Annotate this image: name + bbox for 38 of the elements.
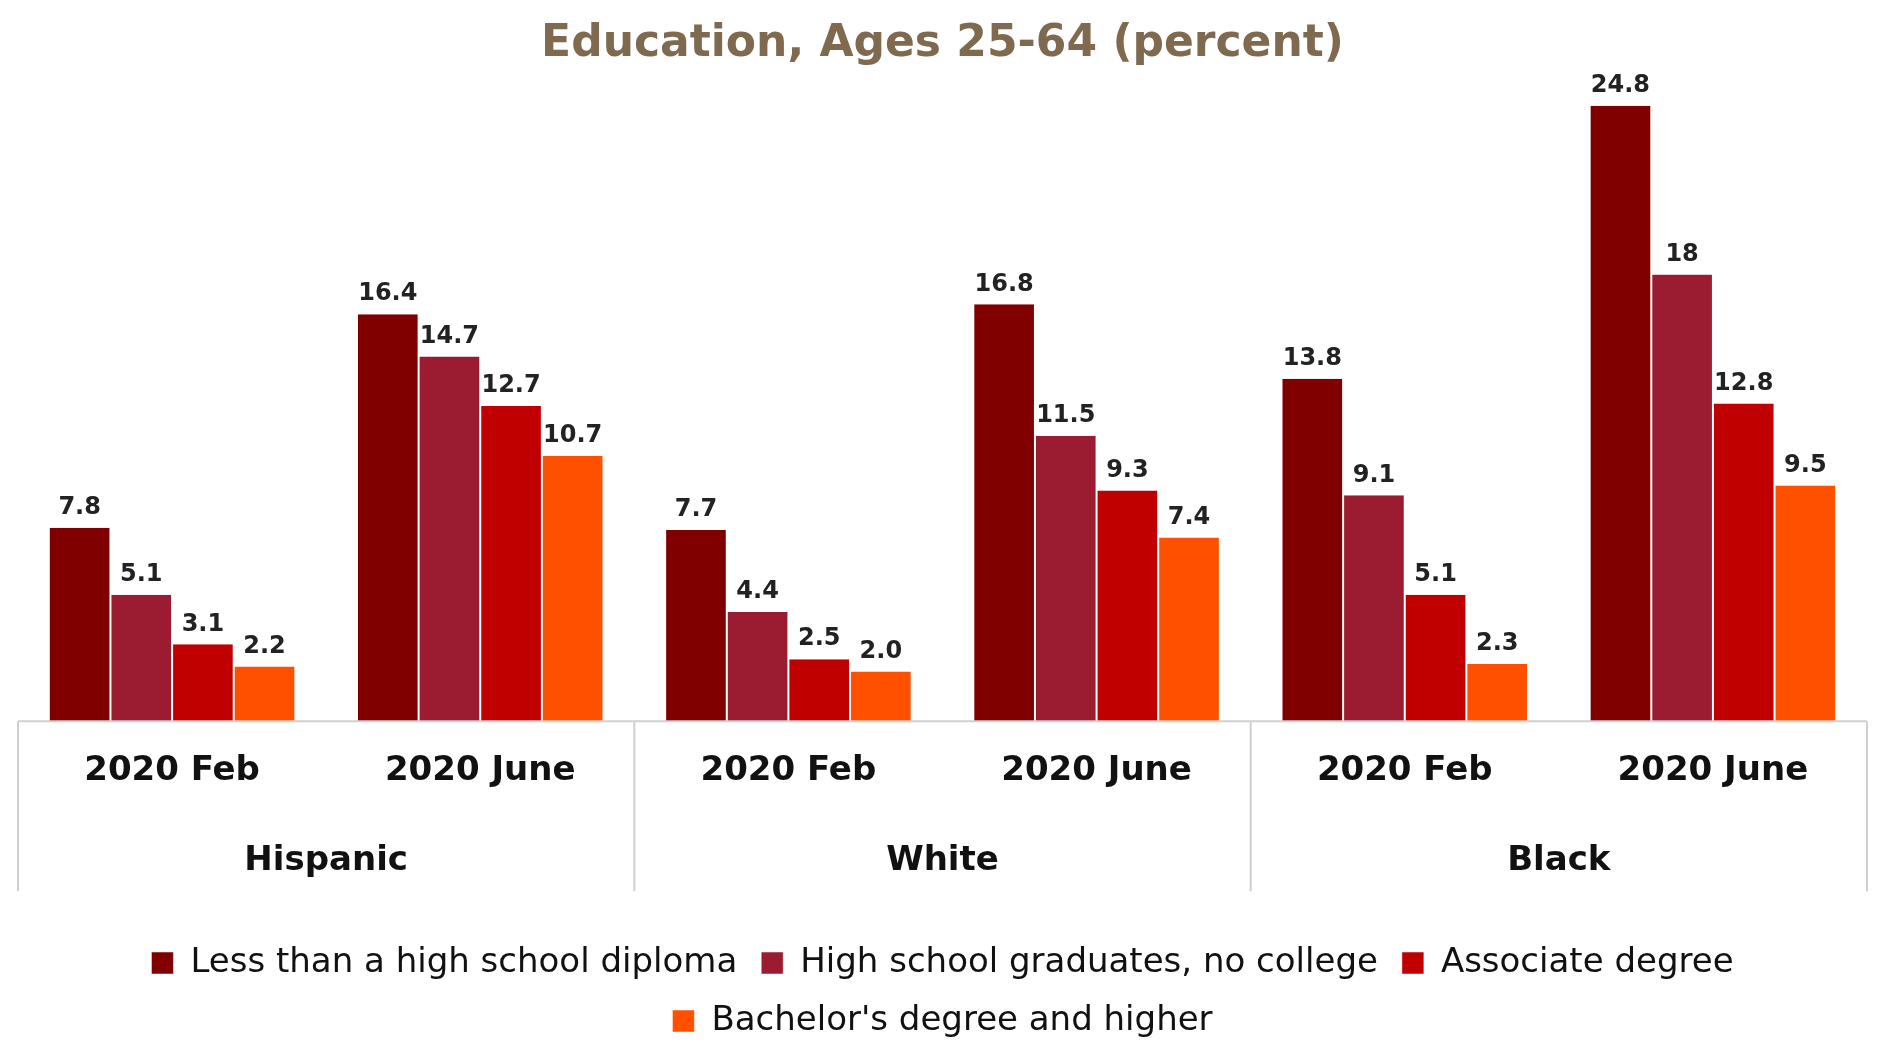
x-tick-label: 2020 Feb — [1316, 748, 1493, 789]
text: White — [886, 838, 999, 879]
legend-label: Associate degree — [1440, 939, 1734, 980]
data-label: 9.5 — [1784, 449, 1827, 478]
data-label: 2.5 — [797, 623, 841, 652]
data-label: 7.4 — [1167, 501, 1211, 530]
data-label: 3.1 — [181, 608, 225, 637]
x-tick-label: 2020 June — [384, 748, 576, 789]
text: Black — [1507, 838, 1612, 879]
text: Hispanic — [244, 838, 408, 879]
data-label: 5.1 — [1414, 558, 1457, 587]
data-label: 2.2 — [243, 630, 286, 659]
x-tick-label: 2020 Feb — [84, 748, 260, 789]
data-label: 18 — [1665, 238, 1699, 267]
data-label: 14.7 — [419, 320, 480, 349]
chart-title: Education, Ages 25-64 (percent) — [541, 14, 1344, 66]
data-label: 16.4 — [358, 278, 418, 307]
data-label: 13.8 — [1282, 342, 1342, 371]
data-label: 24.8 — [1590, 70, 1651, 98]
data-label: 7.8 — [58, 491, 101, 520]
x-tick-label: 2020 June — [1001, 748, 1192, 789]
data-label: 5.1 — [120, 558, 163, 587]
data-label: 2.3 — [1475, 628, 1519, 657]
data-label: 12.8 — [1714, 367, 1774, 396]
x-tick-label: 2020 June — [1617, 748, 1809, 789]
data-label: 12.7 — [481, 370, 541, 399]
x-tick-label: 2020 Feb — [700, 748, 877, 789]
data-label: 11.5 — [1036, 400, 1096, 429]
legend-label: Less than a high school diploma — [190, 939, 738, 980]
data-label: 7.7 — [674, 494, 718, 523]
data-label: 10.7 — [543, 419, 603, 448]
legend-label: Bachelor's degree and higher — [711, 997, 1213, 1038]
data-label: 9.1 — [1352, 459, 1396, 488]
data-label: 2.0 — [859, 635, 903, 664]
legend-label: High school graduates, no college — [800, 939, 1378, 980]
data-label: 16.8 — [974, 268, 1034, 297]
data-label: 4.4 — [736, 576, 779, 605]
data-label: 9.3 — [1106, 454, 1149, 483]
